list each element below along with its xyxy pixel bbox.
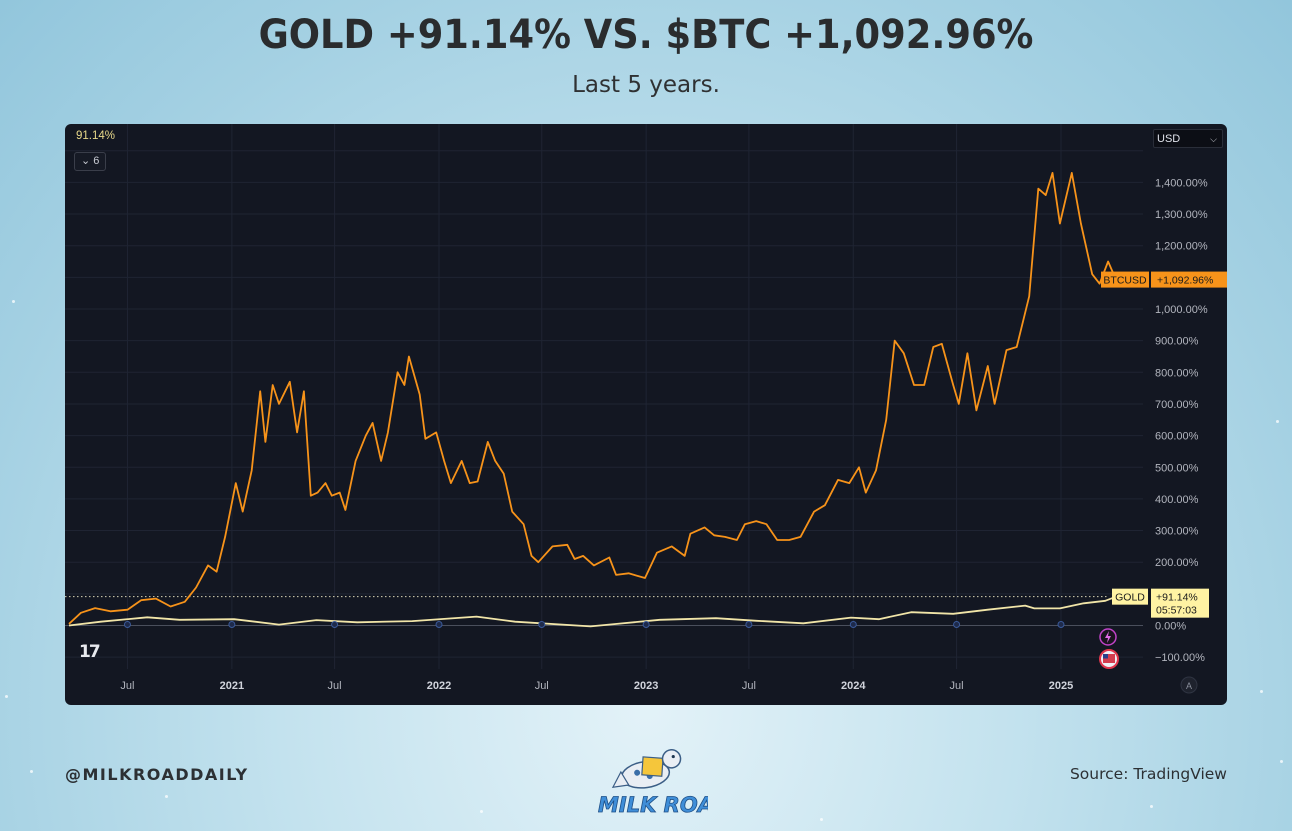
y-tick-label: 0.00%: [1155, 621, 1186, 633]
y-tick-label: 700.00%: [1155, 399, 1199, 411]
y-tick-label: 900.00%: [1155, 336, 1199, 348]
x-tick-label: 2025: [1049, 680, 1073, 692]
gold-value-tag: [1151, 588, 1209, 618]
caret-down-icon: ⌵: [1210, 134, 1217, 144]
event-marker[interactable]: [953, 621, 961, 628]
event-marker[interactable]: [331, 621, 339, 628]
tradingview-logo[interactable]: 17: [79, 642, 101, 662]
source-credit: Source: TradingView: [1069, 765, 1227, 783]
y-tick-label: 1,400.00%: [1155, 177, 1208, 189]
gold-name-label: GOLD: [1115, 592, 1145, 604]
logo-text: MILK ROAD: [598, 793, 708, 817]
x-tick-label: 2022: [427, 680, 451, 692]
btc-value-tag: [1151, 271, 1227, 288]
flag-stripes: [1103, 654, 1115, 663]
y-tick-label: −100.00%: [1155, 652, 1205, 664]
collapse-indicators-button[interactable]: ⌄ 6: [74, 152, 107, 171]
btc-name-tag: [1101, 271, 1149, 288]
y-tick-label: 400.00%: [1155, 494, 1199, 506]
series-line-btcusd[interactable]: [68, 172, 1117, 625]
x-tick-label: 2024: [841, 680, 866, 692]
x-tick-label: Jul: [535, 680, 549, 692]
top-left-percent: 91.14%: [76, 130, 116, 142]
y-tick-label: 1,200.00%: [1155, 241, 1208, 253]
y-tick-label: 200.00%: [1155, 557, 1199, 569]
page-subtitle: Last 5 years.: [572, 72, 720, 98]
series-line-gold[interactable]: [68, 595, 1117, 628]
x-tick-label: Jul: [950, 680, 964, 692]
x-tick-label: Jul: [120, 680, 134, 692]
auto-scale-label: A: [1186, 681, 1192, 691]
x-tick-label: 2023: [634, 680, 658, 692]
indicator-count: 6: [93, 155, 100, 167]
event-marker[interactable]: [849, 621, 857, 628]
y-tick-label: 1,300.00%: [1155, 209, 1208, 221]
social-handle[interactable]: @MILKROADDAILY: [65, 765, 249, 784]
y-tick-label: 600.00%: [1155, 431, 1199, 443]
event-marker[interactable]: [642, 621, 650, 628]
event-marker[interactable]: [1057, 621, 1065, 628]
event-marker[interactable]: [123, 621, 131, 628]
btc-name-label: BTCUSD: [1103, 275, 1147, 287]
x-tick-label: Jul: [742, 680, 756, 692]
event-marker[interactable]: [538, 621, 546, 628]
y-tick-label: 500.00%: [1155, 462, 1199, 474]
btc-value-label: +1,092.96%: [1157, 275, 1213, 287]
milk-road-logo: MILK ROAD: [598, 749, 708, 817]
chart-panel[interactable]: 1,400.00% 1,300.00% 1,200.00% 1,000.00% 900.…: [65, 124, 1227, 705]
gold-name-tag: [1112, 588, 1148, 605]
auto-scale-button[interactable]: [1180, 676, 1198, 694]
lightning-glyph: [1105, 631, 1111, 643]
currency-select[interactable]: USD ⌵: [1153, 129, 1223, 148]
y-tick-label: 1,000.00%: [1155, 304, 1208, 316]
chevron-down-icon: ⌄: [81, 155, 91, 167]
y-tick-label: 800.00%: [1155, 367, 1199, 379]
gold-value-label: +91.14%: [1156, 592, 1198, 604]
x-tick-label: Jul: [328, 680, 342, 692]
event-marker[interactable]: [745, 621, 753, 628]
x-tick-label: 2021: [220, 680, 244, 692]
currency-value: USD: [1157, 133, 1181, 145]
gold-countdown-label: 05:57:03: [1156, 605, 1197, 617]
event-marker[interactable]: [435, 621, 443, 628]
price-chart[interactable]: 1,400.00% 1,300.00% 1,200.00% 1,000.00% 900.…: [65, 124, 1227, 705]
page-title: GOLD +91.14% VS. $BTC +1,092.96%: [258, 12, 1034, 58]
y-tick-label: 300.00%: [1155, 526, 1199, 538]
event-marker[interactable]: [228, 621, 236, 628]
flag-canton: [1103, 654, 1108, 659]
